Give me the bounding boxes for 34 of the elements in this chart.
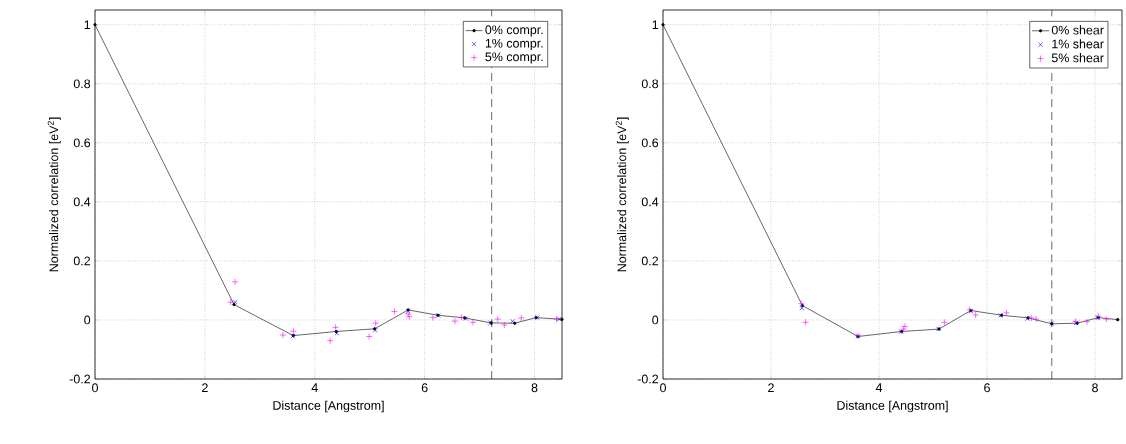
x-tick-label: 2 bbox=[202, 383, 208, 393]
y-tick-label: 0.2 bbox=[641, 256, 659, 266]
x-tick-label: 6 bbox=[984, 383, 990, 393]
x-axis-title: Distance [Angstrom] bbox=[273, 400, 384, 413]
x-axis-title: Distance [Angstrom] bbox=[837, 400, 948, 413]
legend-label: 5% compr. bbox=[485, 52, 543, 64]
legend-label: 5% shear bbox=[1051, 53, 1104, 63]
y-tick-label: -0.2 bbox=[69, 374, 91, 384]
x-tick-label: 0 bbox=[660, 383, 666, 393]
x-tick-label: 6 bbox=[421, 383, 428, 393]
y-tick-label: 0.2 bbox=[73, 256, 91, 266]
x-tick-label: 4 bbox=[311, 383, 318, 392]
legend-label: 0% shear bbox=[1051, 25, 1104, 35]
y-tick-label: 0.4 bbox=[641, 197, 659, 207]
x-tick-label: 2 bbox=[768, 383, 774, 393]
y-tick-label: 1 bbox=[652, 20, 659, 30]
y-tick-label: 0.6 bbox=[73, 138, 91, 148]
y-tick-label: 1 bbox=[84, 20, 91, 30]
y-tick-label: 0.8 bbox=[73, 79, 91, 89]
legend-label: 0% compr. bbox=[485, 25, 543, 37]
x-tick-label: 4 bbox=[875, 383, 883, 392]
legend-label: 1% shear bbox=[1052, 39, 1104, 49]
y-tick-label: 0 bbox=[652, 315, 659, 325]
y-tick-label: 0 bbox=[84, 315, 91, 325]
x-tick-label: 8 bbox=[1092, 383, 1098, 393]
legend-label: 1% compr. bbox=[485, 38, 543, 51]
y-tick-label: 0.4 bbox=[73, 197, 91, 207]
y-tick-label: 0.6 bbox=[641, 138, 659, 148]
y-tick-label: -0.2 bbox=[637, 374, 659, 384]
y-axis-title: Normalized correlation [eV$^{2}$] bbox=[615, 117, 629, 272]
x-tick-label: 0 bbox=[92, 383, 98, 393]
y-axis-title: Normalized correlation [eV$^{2}$] bbox=[47, 117, 61, 272]
y-tick-label: 0.8 bbox=[641, 79, 659, 89]
x-tick-label: 8 bbox=[531, 383, 538, 393]
